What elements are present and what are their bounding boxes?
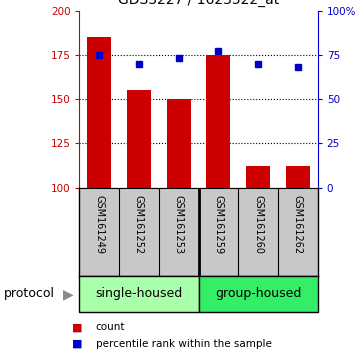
Text: single-housed: single-housed: [95, 287, 183, 300]
Text: GSM161249: GSM161249: [94, 195, 104, 254]
Text: percentile rank within the sample: percentile rank within the sample: [96, 339, 271, 349]
Text: GSM161252: GSM161252: [134, 195, 144, 254]
Text: protocol: protocol: [4, 287, 55, 300]
Text: GSM161262: GSM161262: [293, 195, 303, 254]
Bar: [87, 37, 111, 188]
Bar: [167, 99, 191, 188]
Bar: [206, 55, 230, 188]
Text: GSM161260: GSM161260: [253, 195, 263, 254]
Bar: [79, 276, 199, 312]
Text: GSM161253: GSM161253: [174, 195, 184, 254]
Bar: [127, 90, 151, 188]
Bar: [286, 166, 310, 188]
Bar: [199, 276, 318, 312]
Bar: [246, 166, 270, 188]
Text: ▶: ▶: [63, 287, 74, 301]
Text: count: count: [96, 322, 125, 332]
Text: group-housed: group-housed: [215, 287, 301, 300]
Text: ■: ■: [72, 339, 83, 349]
Title: GDS3227 / 1623522_at: GDS3227 / 1623522_at: [118, 0, 279, 7]
Text: GSM161259: GSM161259: [213, 195, 223, 254]
Text: ■: ■: [72, 322, 83, 332]
